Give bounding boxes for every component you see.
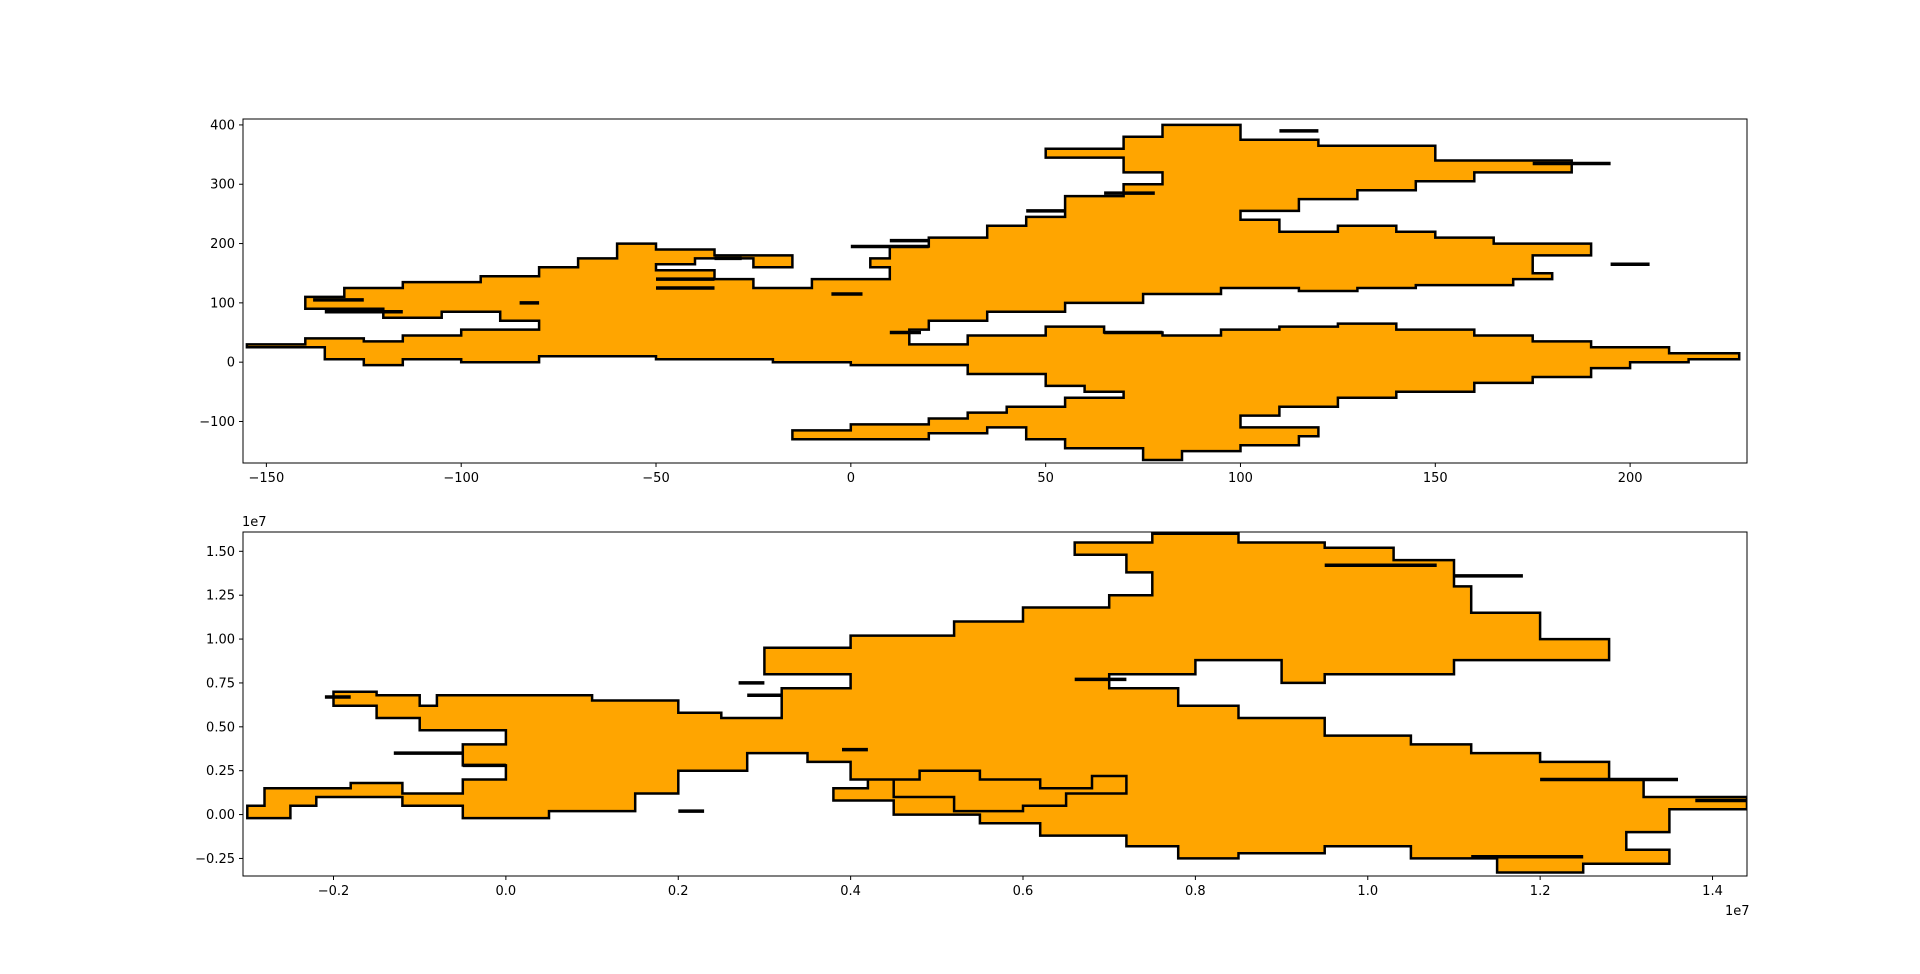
top-chart-panel: −150 −100 −50 0 50 100 150 200 −100 0 100 200 300 400 — [199, 118, 1748, 486]
top-chart-x-tick-label: −100 — [443, 471, 479, 486]
top-chart-x-tick-label: 100 — [1228, 471, 1253, 486]
bottom-chart-x-tick-label: 1.0 — [1357, 884, 1378, 899]
bottom-chart-x-tick-label: 1.4 — [1702, 884, 1723, 899]
bottom-chart-x-tick-label: 0.4 — [840, 884, 861, 899]
bottom-chart-frame — [242, 531, 1748, 877]
top-chart-y-tick-label: 200 — [210, 237, 235, 252]
bottom-chart-x-tick-label: 0.2 — [668, 884, 689, 899]
x-offset-label: 1e7 — [1725, 904, 1750, 919]
bottom-chart-x-tick-label: 0.6 — [1013, 884, 1034, 899]
bottom-chart-y-tick-label: 1.25 — [206, 589, 235, 604]
top-chart-ticks: −150 −100 −50 0 50 100 150 200 −100 0 100 200 300 400 — [199, 118, 1642, 486]
top-chart-x-tick-label: 0 — [847, 471, 855, 486]
bottom-chart-marks — [246, 532, 1747, 874]
top-chart-x-tick-label: −150 — [249, 471, 285, 486]
top-chart-filled-region — [245, 123, 1741, 462]
top-chart-y-tick-label: 0 — [227, 356, 235, 371]
top-chart-x-tick-label: 50 — [1037, 471, 1054, 486]
bottom-chart-filled-region — [246, 532, 1747, 874]
bottom-chart-y-tick-label: 0.75 — [206, 676, 235, 691]
bottom-chart-panel: −0.2 0.0 0.2 0.4 0.6 0.8 1.0 1.2 1.4 −0.25 0.00 0.2… — [195, 515, 1749, 919]
top-chart-marks — [245, 123, 1741, 462]
bottom-chart-y-tick-label: −0.25 — [195, 852, 235, 867]
top-chart-x-tick-label: 200 — [1618, 471, 1643, 486]
top-chart-y-tick-label: −100 — [199, 415, 235, 430]
bottom-chart-y-tick-label: 0.00 — [206, 808, 235, 823]
bottom-chart-x-tick-label: 1.2 — [1530, 884, 1551, 899]
top-chart-x-tick-label: 150 — [1423, 471, 1448, 486]
top-chart-x-tick-label: −50 — [642, 471, 669, 486]
top-chart-y-tick-label: 400 — [210, 118, 235, 133]
bottom-chart-y-tick-label: 1.00 — [206, 633, 235, 648]
bottom-chart-y-tick-label: 0.50 — [206, 720, 235, 735]
bottom-chart-ticks: −0.2 0.0 0.2 0.4 0.6 0.8 1.0 1.2 1.4 −0.25 0.00 0.2… — [195, 545, 1723, 899]
top-chart-y-tick-label: 100 — [210, 296, 235, 311]
top-chart-y-tick-label: 300 — [210, 178, 235, 193]
bottom-chart-x-tick-label: 0.0 — [496, 884, 517, 899]
bottom-chart-x-tick-label: 0.8 — [1185, 884, 1206, 899]
bottom-chart-x-tick-label: −0.2 — [318, 884, 350, 899]
bottom-chart-y-tick-label: 1.50 — [206, 545, 235, 560]
bottom-chart-y-tick-label: 0.25 — [206, 764, 235, 779]
y-offset-label: 1e7 — [242, 515, 267, 530]
top-chart-frame — [242, 118, 1748, 464]
